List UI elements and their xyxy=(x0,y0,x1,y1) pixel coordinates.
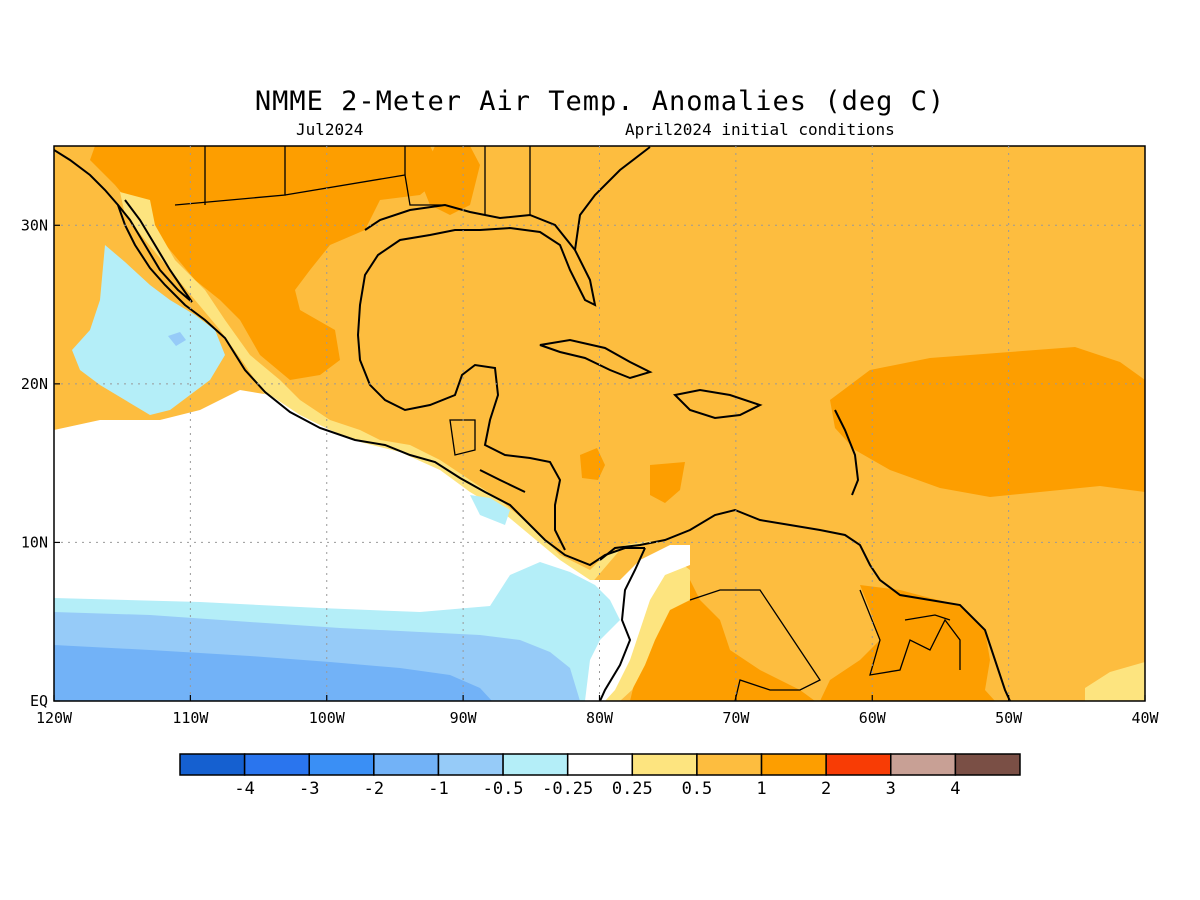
colorbar-label: -1 xyxy=(428,779,448,799)
colorbar-swatch xyxy=(760,753,827,776)
field-1-to-2-carib xyxy=(650,462,685,503)
field-0.25-to-0.5-atl-se xyxy=(1085,662,1145,701)
colorbar-label: -0.5 xyxy=(483,779,524,799)
colorbar-label: -4 xyxy=(234,779,254,799)
x-tick-label: 120W xyxy=(36,709,73,727)
colorbar-label: 3 xyxy=(886,779,896,799)
colorbar-swatch xyxy=(437,753,504,776)
field-1-to-2-sa-west xyxy=(630,580,815,701)
colorbar-label: -0.25 xyxy=(542,779,593,799)
colorbar-label: 2 xyxy=(821,779,831,799)
colorbar-label: 1 xyxy=(756,779,766,799)
colorbar-label: 4 xyxy=(950,779,960,799)
colorbar-swatch xyxy=(566,753,634,776)
field-1-to-2-guianas xyxy=(820,585,995,701)
field-1-to-2-us-east xyxy=(420,146,480,215)
x-tick-label: 100W xyxy=(309,709,346,727)
colorbar-swatch xyxy=(890,753,957,776)
y-tick-label: 10N xyxy=(21,533,48,551)
anomaly-fields xyxy=(54,146,1145,701)
x-tick-label: 80W xyxy=(586,709,614,727)
initial-conditions: April2024 initial conditions xyxy=(625,120,895,139)
axis-ticks: 120W 110W 100W 90W 80W 70W 60W 50W 40W EQ 10N 20N 30… xyxy=(21,216,1160,727)
colorbar-swatch xyxy=(243,753,310,776)
field-neg0.5-to-neg0.25-baja xyxy=(72,245,225,415)
colorbar-swatch xyxy=(502,753,569,776)
colorbar-label: 0.5 xyxy=(682,779,713,799)
colorbar-swatch xyxy=(631,753,698,776)
x-tick-label: 90W xyxy=(450,709,478,727)
field-1-to-2-atlantic xyxy=(830,347,1145,497)
colorbar-label: 0.25 xyxy=(612,779,653,799)
colorbar-swatch xyxy=(373,753,440,776)
coastlines xyxy=(54,146,1011,701)
field-neg0.5-to-neg0.25-panama xyxy=(470,495,510,525)
map-title: NMME 2-Meter Air Temp. Anomalies (deg C) xyxy=(254,86,946,117)
graticule xyxy=(54,146,1145,701)
colorbar: -4 -3 -2 -1 -0.5 -0.25 0.25 0.5 1 2 3 4 xyxy=(179,753,1021,799)
colorbar-swatch xyxy=(825,753,892,776)
y-tick-label: 20N xyxy=(21,375,48,393)
colorbar-swatch xyxy=(179,753,246,776)
x-tick-label: 60W xyxy=(859,709,887,727)
country-borders xyxy=(174,146,961,701)
field-1-to-2-honduras xyxy=(580,448,605,480)
x-tick-label: 40W xyxy=(1131,709,1159,727)
x-tick-label: 110W xyxy=(172,709,209,727)
colorbar-label: -2 xyxy=(364,779,384,799)
y-tick-label: 30N xyxy=(21,216,48,234)
x-tick-label: 50W xyxy=(995,709,1023,727)
y-tick-label: EQ xyxy=(30,692,48,710)
field-neg2-to-neg1 xyxy=(54,645,492,701)
colorbar-swatch xyxy=(954,753,1021,776)
colorbar-label: -3 xyxy=(299,779,319,799)
forecast-month: Jul2024 xyxy=(296,120,364,139)
x-tick-label: 70W xyxy=(722,709,750,727)
field-neg1-to-neg0.5-small xyxy=(168,332,186,346)
colorbar-swatch xyxy=(696,753,763,776)
colorbar-swatch xyxy=(308,753,375,776)
